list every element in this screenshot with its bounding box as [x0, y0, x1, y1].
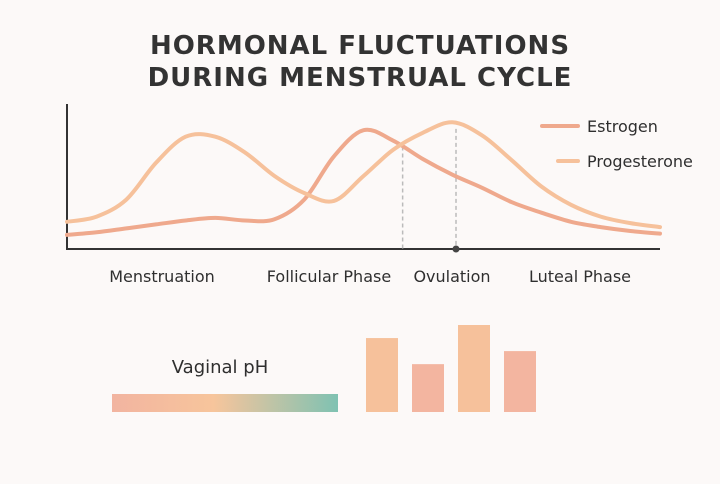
bar-3 — [458, 325, 490, 412]
ph-gradient-bar — [112, 394, 338, 412]
phase-label-menstruation: Menstruation — [109, 267, 215, 286]
phase-label-luteal: Luteal Phase — [529, 267, 631, 286]
ph-label: Vaginal pH — [172, 357, 269, 378]
legend-label-progesterone: Progesterone — [587, 152, 693, 171]
phase-markers — [401, 128, 460, 253]
chart-title-line-1: HORMONAL FLUCTUATIONS — [150, 31, 570, 61]
chart-series — [65, 120, 662, 237]
bar-2 — [412, 364, 444, 412]
series-line-progesterone — [65, 120, 662, 230]
bar-group — [366, 325, 536, 412]
bar-4 — [504, 351, 536, 412]
phase-label-follicular: Follicular Phase — [267, 267, 391, 286]
phase-label-ovulation: Ovulation — [413, 267, 490, 286]
ovulation-axis-dot — [452, 245, 460, 253]
legend-label-estrogen: Estrogen — [587, 117, 658, 136]
chart-title-line-2: DURING MENSTRUAL CYCLE — [148, 63, 573, 93]
bar-1 — [366, 338, 398, 412]
series-line-estrogen — [65, 127, 662, 237]
